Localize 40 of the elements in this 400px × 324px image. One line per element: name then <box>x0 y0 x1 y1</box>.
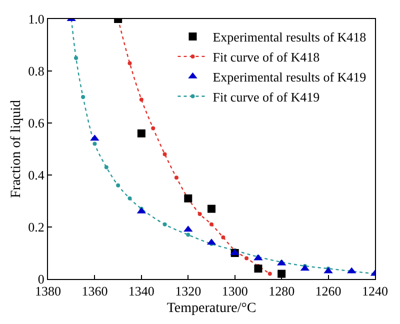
legend-label: Experimental results of K418 <box>212 30 366 45</box>
point <box>151 126 156 130</box>
point <box>186 232 190 237</box>
point <box>221 235 226 240</box>
x-tick-label: 1340 <box>128 284 154 299</box>
point <box>137 129 146 138</box>
x-axis-title: Temperature/°C <box>166 300 256 316</box>
x-tick-label: 1240 <box>362 284 388 299</box>
point <box>278 270 286 278</box>
y-tick-label: 0.6 <box>28 116 45 131</box>
point <box>116 183 120 188</box>
point <box>208 204 216 213</box>
point <box>128 61 132 66</box>
point <box>139 98 144 102</box>
y-axis-title: Fraction of liquid <box>8 100 24 198</box>
point <box>162 152 167 156</box>
point <box>198 212 202 216</box>
point <box>244 256 249 260</box>
point <box>128 196 132 200</box>
x-tick-label: 1300 <box>222 284 248 299</box>
x-tick-label: 1320 <box>175 284 202 299</box>
point <box>92 142 97 146</box>
legend-label: Experimental results of K419 <box>212 69 366 84</box>
point <box>81 95 86 99</box>
point <box>74 56 78 60</box>
x-tick-label: 1260 <box>315 284 342 299</box>
x-tick-label: 1360 <box>82 284 108 299</box>
x-tick-label: 1280 <box>268 284 295 299</box>
y-tick-label: 1.0 <box>28 12 44 27</box>
y-tick-label: 0.2 <box>28 220 44 235</box>
point <box>174 176 178 180</box>
legend-label: Fit curve of of K419 <box>212 89 320 104</box>
y-tick-label: 0.4 <box>28 168 45 183</box>
legend-label: Fit curve of of K418 <box>212 50 320 65</box>
point <box>210 222 214 226</box>
y-tick-label: 0.8 <box>28 64 44 79</box>
point <box>104 165 108 170</box>
point <box>162 222 167 226</box>
point <box>268 272 272 276</box>
point <box>254 264 262 273</box>
